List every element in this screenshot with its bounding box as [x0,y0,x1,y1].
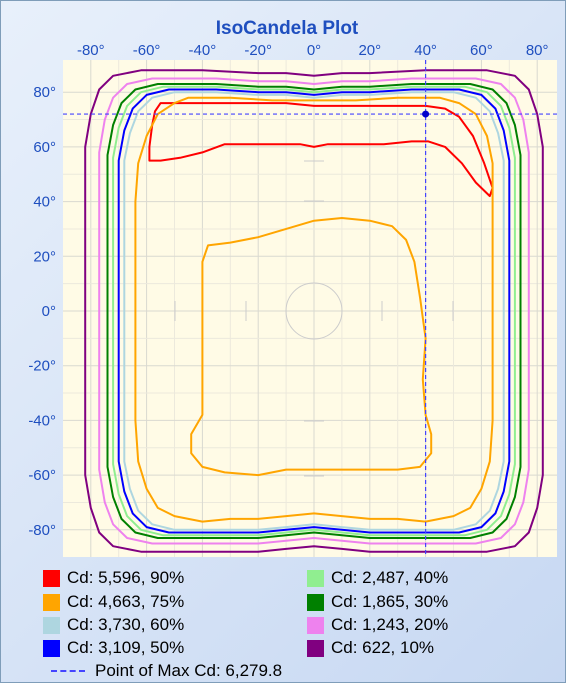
center-marker [174,160,454,477]
y-tick-label-0: 80° [33,84,56,101]
legend-label-4: Cd: 3,109, 50% [67,638,185,657]
legend-item-2: Cd: 4,663, 75% [43,592,184,612]
legend-item-3: Cd: 3,730, 60% [43,615,184,635]
y-tick-label-7: -60° [28,467,56,484]
y-tick-label-8: -80° [28,522,56,539]
max-line-sample-icon [51,670,85,672]
y-tick-label-3: 20° [33,248,56,265]
y-tick-label-6: -40° [28,412,56,429]
legend-item-8: Cd: 622, 10% [307,638,434,658]
contour-series-9 [84,69,544,553]
legend-item-1: Cd: 5,596, 90% [43,568,184,588]
legend-label-3: Cd: 3,730, 60% [67,615,185,634]
legend-item-7: Cd: 1,243, 20% [307,615,448,635]
x-tick-labels: -80° -60° -40° -20° 0° 20° 40° 60° 80° [77,42,549,59]
contour-series-6 [112,85,516,537]
contour-series-2 [134,96,494,523]
x-tick-label-3: -20° [244,42,272,59]
legend-swatch-5 [307,569,324,587]
legend-swatch-3 [43,616,60,634]
legend-item-5: Cd: 2,487, 40% [307,568,448,588]
x-tick-label-1: -60° [133,42,161,59]
chart-title: IsoCandela Plot [216,18,359,39]
x-tick-label-6: 40° [414,42,437,59]
contour-series-5 [117,88,511,534]
grid-lines [63,60,557,557]
legend-item-6: Cd: 1,865, 30% [307,592,448,612]
max-point-markers [63,60,557,557]
legend-swatch-8 [307,639,324,657]
y-tick-labels: 80° 60° 40° 20° 0° -20° -40° -60° -80° [28,84,56,539]
contour-series-1 [148,102,494,198]
legend-label-8: Cd: 622, 10% [331,638,435,657]
legend-swatch-1 [43,569,60,587]
legend-swatch-7 [307,616,324,634]
center-circle [285,282,343,340]
y-tick-label-1: 60° [33,139,56,156]
legend-label-6: Cd: 1,865, 30% [331,592,449,611]
y-tick-label-4: 0° [42,303,56,320]
x-tick-label-8: 80° [526,42,549,59]
x-tick-label-4: 0° [307,42,321,59]
x-tick-label-7: 60° [470,42,493,59]
contour-series-8 [98,77,530,545]
max-point-dot [422,110,430,118]
legend-swatch-2 [43,593,60,611]
legend-label-7: Cd: 1,243, 20% [331,615,449,634]
x-tick-label-5: 20° [358,42,381,59]
contour-lines [84,69,544,553]
legend-swatch-4 [43,639,60,657]
y-tick-label-2: 40° [33,194,56,211]
y-tick-label-5: -20° [28,358,56,375]
legend-max-label: Point of Max Cd: 6,279.8 [95,661,283,680]
legend-swatch-6 [307,593,324,611]
x-tick-label-0: -80° [77,42,105,59]
legend-label-5: Cd: 2,487, 40% [331,568,449,587]
x-tick-label-2: -40° [189,42,217,59]
legend-label-2: Cd: 4,663, 75% [67,592,185,611]
legend-label-1: Cd: 5,596, 90% [67,568,185,587]
contour-series-7 [106,83,522,539]
contour-series-4 [123,91,505,531]
legend-max-item: Point of Max Cd: 6,279.8 [51,661,282,681]
legend-item-4: Cd: 3,109, 50% [43,638,184,658]
